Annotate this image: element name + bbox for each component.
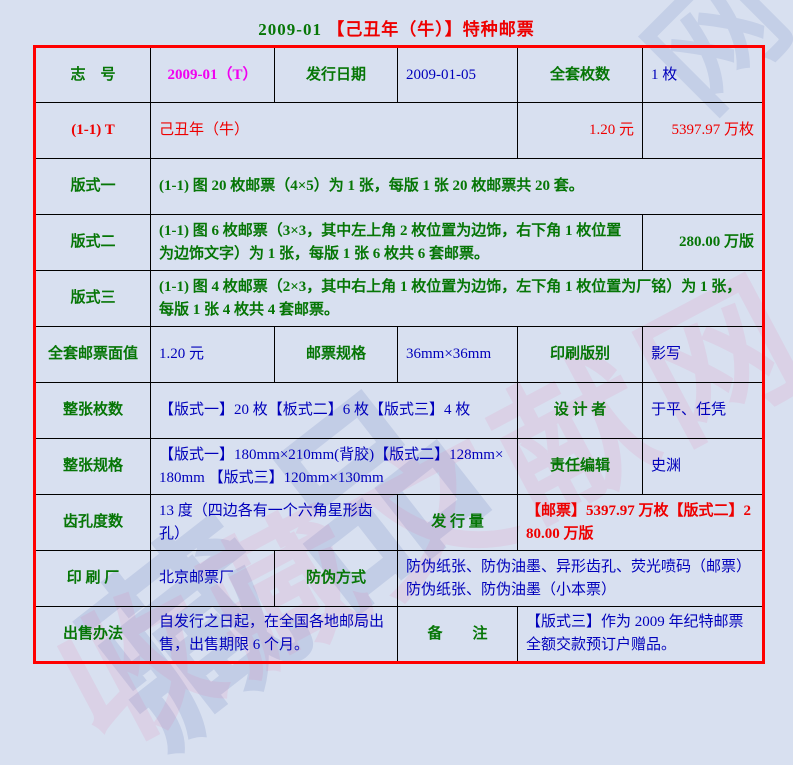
label-issue-quantity: 发 行 量 [397, 494, 518, 551]
label-print-type: 印刷版别 [517, 326, 643, 383]
label-format-1: 版式一 [34, 158, 151, 215]
table-row-perforation: 齿孔度数 13 度（四边各有一个六角星形齿孔） 发 行 量 【邮票】5397.9… [34, 494, 764, 551]
table-row-specs: 全套邮票面值 1.20 元 邮票规格 36mm×36mm 印刷版别 影写 [34, 326, 764, 383]
label-anti-forgery: 防伪方式 [274, 550, 398, 607]
value-set-face-value: 1.20 元 [150, 326, 275, 383]
value-editor: 史渊 [642, 438, 764, 495]
label-issue-date: 发行日期 [274, 46, 398, 103]
value-sale-method: 自发行之日起，在全国各地邮局出售，出售期限 6 个月。 [150, 606, 398, 663]
table-row-stamp-item: (1-1) T 己丑年（牛） 1.20 元 5397.97 万枚 [34, 102, 764, 159]
table-row-printer: 印 刷 厂 北京邮票厂 防伪方式 防伪纸张、防伪油墨、异形齿孔、荧光喷码（邮票）… [34, 550, 764, 607]
value-anti-forgery: 防伪纸张、防伪油墨、异形齿孔、荧光喷码（邮票）防伪纸张、防伪油墨（小本票） [397, 550, 764, 607]
table-row-sale-method: 出售办法 自发行之日起，在全国各地邮局出售，出售期限 6 个月。 备 注 【版式… [34, 606, 764, 663]
label-format-2: 版式二 [34, 214, 151, 271]
table-row-catalog-number: 志 号 2009-01（T） 发行日期 2009-01-05 全套枚数 1 枚 [34, 46, 764, 103]
value-format-1-desc: (1-1) 图 20 枚邮票（4×5）为 1 张，每版 1 张 20 枚邮票共 … [150, 158, 764, 215]
value-format-2-desc: (1-1) 图 6 枚邮票（3×3，其中左上角 2 枚位置为边饰，右下角 1 枚… [150, 214, 643, 271]
value-format-2-quantity: 280.00 万版 [642, 214, 764, 271]
title-issue-name: 【己丑年（牛）】特种邮票 [327, 20, 535, 39]
value-printer: 北京邮票厂 [150, 550, 275, 607]
table-row-format-1: 版式一 (1-1) 图 20 枚邮票（4×5）为 1 张，每版 1 张 20 枚… [34, 158, 764, 215]
value-face-value: 1.20 元 [517, 102, 643, 159]
table-row-sheet-size: 整张规格 【版式一】180mm×210mm(背胶)【版式二】128mm×180m… [34, 438, 764, 495]
title-issue-number: 2009-01 [258, 20, 322, 39]
label-sheet-count: 整张枚数 [34, 382, 151, 439]
label-stamp-size: 邮票规格 [274, 326, 398, 383]
value-print-quantity: 5397.97 万枚 [642, 102, 764, 159]
value-set-count: 1 枚 [642, 46, 764, 103]
value-perforation: 13 度（四边各有一个六角星形齿孔） [150, 494, 398, 551]
label-set-face-value: 全套邮票面值 [34, 326, 151, 383]
label-editor: 责任编辑 [517, 438, 643, 495]
stamp-info-table: 志 号 2009-01（T） 发行日期 2009-01-05 全套枚数 1 枚 … [33, 45, 765, 664]
label-stamp-index: (1-1) T [34, 102, 151, 159]
label-sale-method: 出售办法 [34, 606, 151, 663]
table-row-format-2: 版式二 (1-1) 图 6 枚邮票（3×3，其中左上角 2 枚位置为边饰，右下角… [34, 214, 764, 271]
value-sheet-size: 【版式一】180mm×210mm(背胶)【版式二】128mm×180mm 【版式… [150, 438, 518, 495]
value-issue-date: 2009-01-05 [397, 46, 518, 103]
value-issue-quantity: 【邮票】5397.97 万枚【版式二】280.00 万版 [517, 494, 764, 551]
value-stamp-size: 36mm×36mm [397, 326, 518, 383]
value-stamp-name: 己丑年（牛） [150, 102, 518, 159]
value-remarks: 【版式三】作为 2009 年纪特邮票全额交款预订户赠品。 [517, 606, 764, 663]
label-sheet-size: 整张规格 [34, 438, 151, 495]
table-row-format-3: 版式三 (1-1) 图 4 枚邮票（2×3，其中右上角 1 枚位置为边饰，左下角… [34, 270, 764, 327]
label-designer: 设 计 者 [517, 382, 643, 439]
label-remarks: 备 注 [397, 606, 518, 663]
page-title: 2009-01 【己丑年（牛）】特种邮票 [0, 0, 793, 45]
label-perforation: 齿孔度数 [34, 494, 151, 551]
label-set-count: 全套枚数 [517, 46, 643, 103]
label-catalog-number: 志 号 [34, 46, 151, 103]
value-print-type: 影写 [642, 326, 764, 383]
value-catalog-number: 2009-01（T） [150, 46, 275, 103]
table-row-sheet-count: 整张枚数 【版式一】20 枚【板式二】6 枚【版式三】4 枚 设 计 者 于平、… [34, 382, 764, 439]
value-sheet-count: 【版式一】20 枚【板式二】6 枚【版式三】4 枚 [150, 382, 518, 439]
value-format-3-desc: (1-1) 图 4 枚邮票（2×3，其中右上角 1 枚位置为边饰，左下角 1 枚… [150, 270, 764, 327]
label-format-3: 版式三 [34, 270, 151, 327]
label-printer: 印 刷 厂 [34, 550, 151, 607]
value-designer: 于平、任凭 [642, 382, 764, 439]
